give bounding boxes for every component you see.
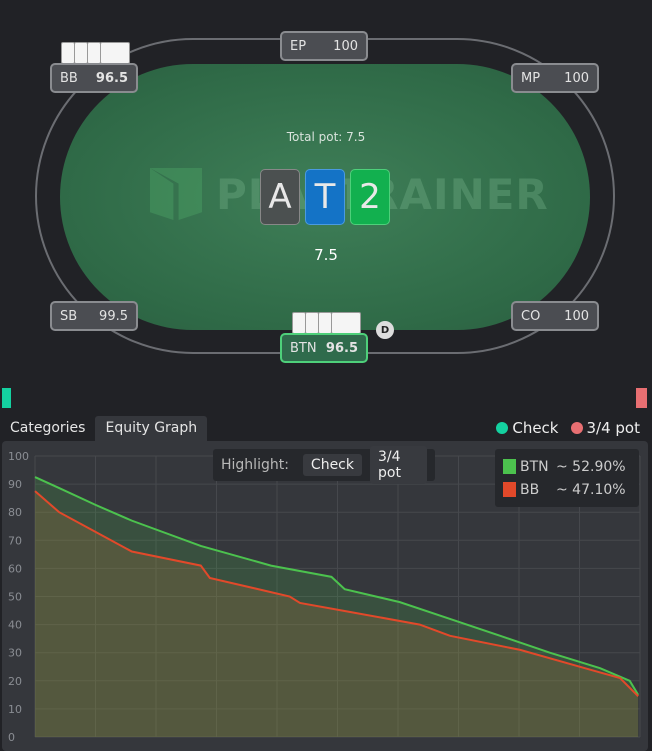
tab-categories[interactable]: Categories <box>10 420 86 436</box>
y-tick-label: 70 <box>8 534 22 547</box>
dot-icon <box>496 422 509 434</box>
seat-position: BB <box>60 70 78 86</box>
y-tick-label: 100 <box>8 450 29 463</box>
highlight-bet-button[interactable]: 3/4 pot <box>370 446 427 484</box>
board-cards: A T 2 <box>260 169 390 225</box>
dealer-button: D <box>376 321 394 339</box>
series-area-btn <box>35 477 639 737</box>
seat-stack: 100 <box>564 70 589 86</box>
y-tick-label: 50 <box>8 591 22 604</box>
series-equity: ~ 47.10% <box>556 481 626 498</box>
y-tick-label: 60 <box>8 562 22 575</box>
seat-stack: 96.5 <box>95 70 128 86</box>
swatch-icon <box>503 459 516 474</box>
equity-legend-btn: BTN ~ 52.90% <box>503 455 631 478</box>
y-tick-label: 20 <box>8 675 22 688</box>
seat-co[interactable]: CO 100 <box>511 301 599 331</box>
highlight-check-button[interactable]: Check <box>302 454 362 476</box>
seat-bb[interactable]: BB 96.5 <box>50 63 138 93</box>
series-area-bb <box>35 491 639 737</box>
series-name: BTN <box>520 458 549 475</box>
tab-equity-graph[interactable]: Equity Graph <box>95 416 208 442</box>
legend-check: Check <box>496 419 559 437</box>
y-tick-label: 80 <box>8 506 22 519</box>
series-equity: ~ 52.90% <box>556 458 626 475</box>
seat-position: SB <box>60 308 78 324</box>
seat-sb[interactable]: SB 99.5 <box>50 301 138 331</box>
y-tick-label: 30 <box>8 647 22 660</box>
seat-stack: 99.5 <box>99 308 128 324</box>
seat-position: BTN <box>290 340 317 356</box>
seat-ep[interactable]: EP 100 <box>280 31 368 61</box>
btn-hole-cards <box>292 312 361 334</box>
logo-icon <box>150 168 202 220</box>
bb-hole-cards <box>61 42 130 64</box>
board-card: A <box>260 169 300 225</box>
seat-position: MP <box>521 70 541 86</box>
check-frequency-bar <box>2 388 11 408</box>
total-pot: Total pot: 7.5 <box>286 130 366 144</box>
series-name: BB <box>520 481 540 498</box>
seat-position: CO <box>521 308 541 324</box>
highlight-label: Highlight: <box>221 457 289 473</box>
legend-bet: 3/4 pot <box>570 419 641 437</box>
swatch-icon <box>503 482 516 497</box>
dot-icon <box>570 422 583 434</box>
seat-stack: 100 <box>333 38 358 54</box>
seat-position: EP <box>290 38 307 54</box>
board-card: 2 <box>350 169 390 225</box>
equity-legend: BTN ~ 52.90% BB ~ 47.10% <box>495 449 639 507</box>
pot-amount: 7.5 <box>314 246 338 264</box>
board-card: T <box>305 169 345 225</box>
highlight-bar: Highlight: Check 3/4 pot <box>213 446 435 484</box>
y-tick-label: 10 <box>8 703 22 716</box>
equity-legend-bb: BB ~ 47.10% <box>503 478 631 501</box>
legend-label: Check <box>512 419 559 437</box>
legend-label: 3/4 pot <box>586 419 641 437</box>
y-tick-label: 40 <box>8 619 22 632</box>
y-tick-label: 0 <box>8 731 15 744</box>
series-line-bb <box>34 490 639 697</box>
bet-frequency-bar <box>636 388 647 408</box>
seat-btn[interactable]: BTN 96.5 <box>280 333 368 363</box>
seat-stack: 96.5 <box>325 340 358 356</box>
seat-stack: 100 <box>564 308 589 324</box>
tab-bar: Categories Equity Graph <box>0 416 208 442</box>
action-legend: Check 3/4 pot <box>496 419 640 437</box>
y-tick-label: 90 <box>8 478 22 491</box>
series-line-btn <box>34 476 640 696</box>
seat-mp[interactable]: MP 100 <box>511 63 599 93</box>
